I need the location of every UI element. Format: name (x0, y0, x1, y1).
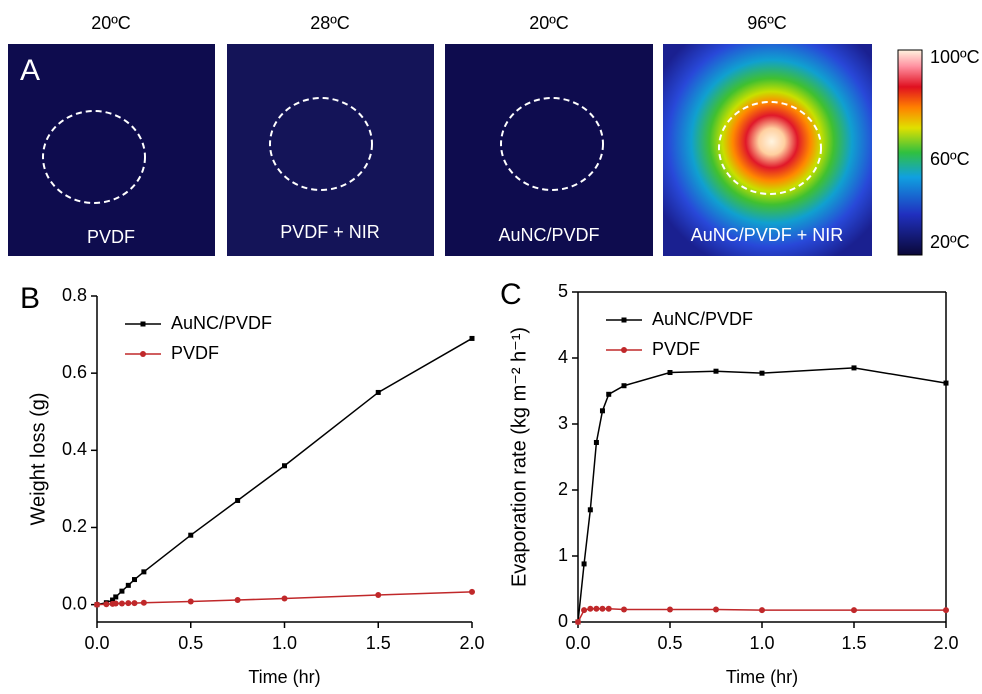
marker (132, 600, 138, 606)
x-tick-label: 1.5 (841, 633, 866, 653)
x-tick-label: 0.0 (84, 633, 109, 653)
marker (668, 370, 673, 375)
marker (587, 606, 593, 612)
marker (600, 408, 605, 413)
x-tick-label: 0.0 (565, 633, 590, 653)
y-tick-label: 0.0 (62, 593, 87, 613)
legend-label: AuNC/PVDF (652, 309, 753, 329)
legend-marker (141, 322, 146, 327)
panel-label: B (20, 282, 40, 315)
marker (944, 381, 949, 386)
marker (282, 595, 288, 601)
colorbar-label: 100ºC (930, 47, 980, 67)
colorbar-label: 20ºC (930, 232, 970, 252)
marker (126, 583, 131, 588)
legend-marker (621, 347, 627, 353)
marker (113, 600, 119, 606)
marker (606, 606, 612, 612)
marker (470, 336, 475, 341)
y-tick-label: 5 (558, 281, 568, 301)
series-line (578, 368, 946, 622)
panel-a: 20ºC 28ºC 20ºC 96ºC A PVDF PVDF + NIR Au… (8, 13, 980, 256)
legend-marker (622, 318, 627, 323)
temperature: 20ºC (529, 13, 569, 33)
series-line (97, 338, 472, 604)
x-tick-label: 2.0 (933, 633, 958, 653)
marker (103, 601, 109, 607)
marker (132, 577, 137, 582)
marker (599, 606, 605, 612)
marker (119, 589, 124, 594)
temperature: 28ºC (310, 13, 350, 33)
marker (943, 607, 949, 613)
marker (713, 606, 719, 612)
marker (759, 607, 765, 613)
marker (469, 589, 475, 595)
y-tick-label: 2 (558, 479, 568, 499)
marker (581, 607, 587, 613)
legend-label: PVDF (652, 339, 700, 359)
image-caption: PVDF (87, 227, 135, 247)
temperature: 20ºC (91, 13, 131, 33)
marker (760, 371, 765, 376)
marker (852, 365, 857, 370)
y-tick-label: 0 (558, 611, 568, 631)
marker (582, 561, 587, 566)
y-tick-label: 1 (558, 545, 568, 565)
temperature: 96ºC (747, 13, 787, 33)
y-tick-label: 0.8 (62, 285, 87, 305)
legend-label: PVDF (171, 343, 219, 363)
marker (575, 619, 581, 625)
marker (235, 498, 240, 503)
marker (621, 606, 627, 612)
marker (119, 600, 125, 606)
marker (94, 602, 100, 608)
x-tick-label: 1.0 (272, 633, 297, 653)
figure: 20ºC 28ºC 20ºC 96ºC A PVDF PVDF + NIR Au… (0, 0, 982, 694)
marker (282, 463, 287, 468)
y-tick-label: 0.4 (62, 439, 87, 459)
y-tick-label: 3 (558, 413, 568, 433)
y-axis-label: Evaporation rate (kg m⁻² h⁻¹) (508, 327, 530, 587)
marker (375, 592, 381, 598)
x-tick-label: 0.5 (178, 633, 203, 653)
marker (125, 600, 131, 606)
marker (593, 606, 599, 612)
marker (141, 569, 146, 574)
colorbar-label: 60ºC (930, 149, 970, 169)
y-tick-label: 0.6 (62, 362, 87, 382)
marker (594, 440, 599, 445)
image-caption: AuNC/PVDF + NIR (691, 225, 844, 245)
image-caption: AuNC/PVDF (498, 225, 599, 245)
marker (667, 606, 673, 612)
image-caption: PVDF + NIR (280, 222, 380, 242)
x-axis-label: Time (hr) (726, 667, 798, 687)
y-tick-label: 0.2 (62, 516, 87, 536)
x-axis-label: Time (hr) (248, 667, 320, 687)
y-axis-label: Weight loss (g) (27, 392, 49, 525)
marker (714, 369, 719, 374)
marker (588, 507, 593, 512)
legend-label: AuNC/PVDF (171, 313, 272, 333)
marker (622, 383, 627, 388)
marker (188, 533, 193, 538)
panel-label: A (20, 54, 40, 87)
panel-label: C (500, 278, 522, 311)
marker (141, 600, 147, 606)
marker (376, 390, 381, 395)
x-tick-label: 1.5 (366, 633, 391, 653)
x-tick-label: 1.0 (749, 633, 774, 653)
marker (235, 597, 241, 603)
colorbar (898, 50, 922, 255)
x-tick-label: 2.0 (459, 633, 484, 653)
marker (113, 594, 118, 599)
y-tick-label: 4 (558, 347, 568, 367)
marker (188, 599, 194, 605)
marker (606, 392, 611, 397)
legend-marker (140, 351, 146, 357)
marker (851, 607, 857, 613)
x-tick-label: 0.5 (657, 633, 682, 653)
